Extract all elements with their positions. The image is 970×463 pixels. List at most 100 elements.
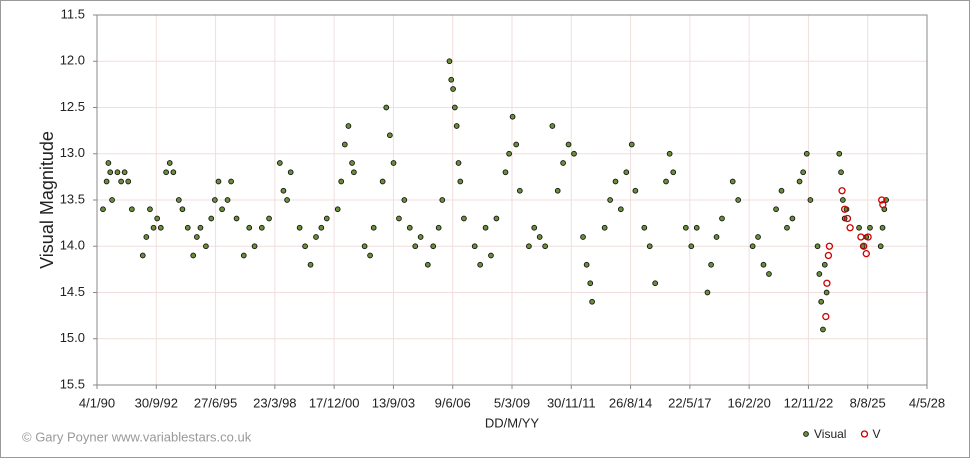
data-point [860,242,868,250]
data-point [565,141,572,148]
data-point [807,197,814,203]
x-tick-label: 27/6/95 [194,395,237,410]
data-point [509,113,516,120]
data-point [457,178,464,185]
data-point [125,178,132,185]
data-point [825,242,834,250]
data-point [139,252,146,259]
x-tick-label: 4/1/90 [79,395,115,410]
data-point [587,280,594,287]
data-point [323,215,330,222]
data-point [455,160,462,166]
data-point [822,312,830,321]
data-point [513,141,520,148]
data-point [387,132,393,139]
data-point [435,224,442,231]
data-point [846,224,854,232]
data-point [641,224,648,231]
data-point [302,243,308,250]
data-point [682,224,689,231]
data-point [118,178,124,185]
data-point [246,224,253,231]
data-point [215,178,222,185]
data-point [334,206,341,213]
data-point [157,224,164,231]
data-point [589,298,595,305]
data-point [836,150,843,157]
x-tick-label: 8/8/25 [850,395,886,410]
data-point [864,233,872,241]
data-point [367,252,373,259]
data-point [502,169,509,176]
legend-label: V [872,427,880,441]
data-point [493,215,500,222]
x-tick-label: 23/3/98 [253,395,296,410]
data-point [879,200,887,209]
y-tick-label: 15.5 [60,376,85,391]
data-point [729,178,736,185]
data-point [179,206,186,213]
data-point [219,206,225,213]
data-point [224,197,231,203]
data-point [612,178,619,185]
data-point [800,169,807,176]
data-point [617,206,624,213]
data-point [554,187,561,194]
data-point [766,271,772,277]
data-point [778,187,785,194]
data-point [506,150,512,157]
credit: © Gary Poyner www.variablestars.co.uk [22,429,252,444]
marker [803,431,809,437]
data-point [147,206,153,213]
data-point [351,169,357,176]
data-point [453,123,460,129]
y-tick-label: 15.0 [60,330,85,345]
data-point [877,243,884,250]
data-point [276,160,283,166]
data-point [623,169,630,176]
data-point [688,243,695,250]
data-point [318,224,325,231]
data-point [755,234,761,240]
data-point [461,215,467,222]
data-point [580,234,586,240]
x-tick-label: 13/9/03 [372,395,415,410]
data-point [773,206,779,213]
data-point [233,215,240,222]
data-point [549,123,556,129]
data-point [823,289,830,296]
data-point [708,261,714,268]
data-point [838,169,844,176]
data-point [258,224,265,231]
data-point [379,178,386,185]
data-point [417,234,424,240]
data-point [824,251,833,260]
data-point [150,224,157,231]
data-point [583,261,590,268]
data-point [760,261,767,268]
data-point [396,215,402,222]
x-tick-label: 5/3/09 [494,395,530,410]
data-point [488,252,494,259]
data-point [666,150,673,157]
data-point [383,104,390,111]
data-point [439,197,446,203]
data-point [789,215,796,222]
data-point [857,233,865,241]
data-point [693,224,700,231]
data-point [287,169,294,176]
data-point [670,169,677,176]
data-point [607,197,613,203]
data-point [663,178,669,185]
data-point [531,224,538,231]
data-point [208,215,215,222]
data-point [100,206,106,213]
y-tick-label: 13.5 [60,191,85,206]
x-tick-label: 30/9/92 [135,395,178,410]
data-point [390,160,397,166]
data-point [867,224,873,231]
data-point [175,197,182,203]
data-point [838,187,846,195]
data-point [251,243,258,250]
